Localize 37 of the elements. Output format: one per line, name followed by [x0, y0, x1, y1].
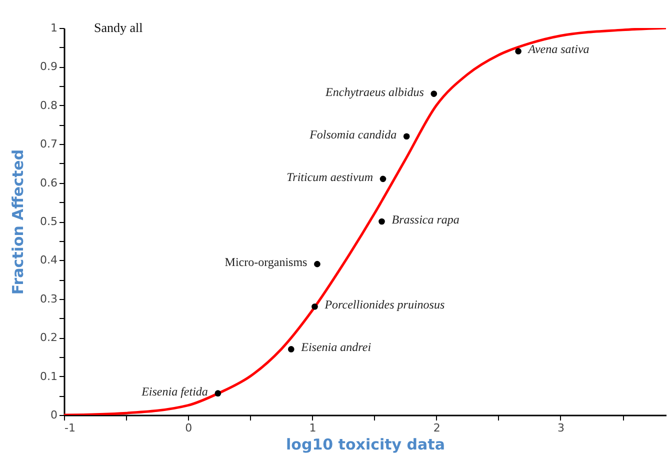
point	[214, 390, 222, 396]
y-tick-label: 0.8	[40, 98, 58, 112]
x-tick-label: 3	[557, 422, 564, 434]
y-tick-label: 1	[50, 22, 58, 34]
y-tick-label: 0.3	[40, 292, 58, 306]
annotation: Avena sativa	[527, 42, 590, 56]
y-tick-label: 0.2	[40, 331, 58, 344]
x-tick-label: 0	[185, 422, 192, 434]
y-tick-label: 0.4	[40, 254, 58, 267]
annotation: Porcellionides pruinosus	[324, 298, 445, 312]
point	[288, 346, 294, 352]
annotation: Micro-organisms	[224, 255, 308, 270]
annotation: Brassica rapa	[392, 212, 460, 226]
point	[515, 48, 522, 54]
annotation: Sandy all	[94, 20, 144, 35]
y-tick-label: 0.5	[40, 215, 58, 228]
annotation: Eisenia fetida	[140, 384, 208, 398]
point	[378, 218, 385, 225]
point	[403, 133, 410, 140]
y-tick-label: 0.7	[40, 138, 58, 151]
point	[380, 176, 386, 182]
annotation: Triticum aestivum	[286, 170, 374, 184]
annotation: Enchytraeus albidus	[324, 84, 424, 99]
y-tick-label: 0.1	[40, 370, 58, 383]
y-tick-label: 0.6	[40, 176, 58, 190]
x-tick-label: 2	[433, 422, 440, 434]
x-tick-label: 1	[309, 422, 316, 434]
y-tick-label: 0	[50, 408, 58, 422]
x-axis-title: log10 toxicity data	[286, 436, 445, 454]
point	[312, 303, 318, 310]
annotation: Eisenia andrei	[300, 340, 372, 354]
annotation: Folsomia candida	[308, 127, 397, 142]
point	[314, 260, 320, 268]
x-tick-label: -1	[64, 422, 76, 434]
y-axis-title: Fraction Affected	[9, 149, 28, 295]
y-tick-label: 0.9	[40, 60, 58, 74]
point	[430, 90, 438, 97]
